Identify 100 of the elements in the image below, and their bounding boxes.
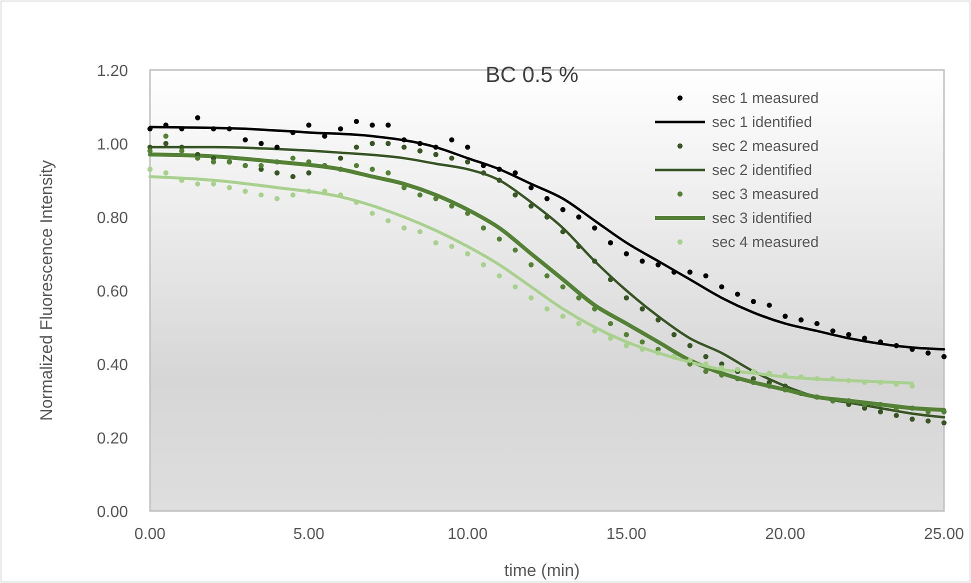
y-tick-label: 0.80 (96, 210, 128, 227)
point (608, 336, 614, 341)
point (941, 420, 947, 426)
point (687, 343, 693, 348)
y-tick-label: 1.00 (96, 136, 128, 154)
point (480, 225, 486, 231)
point (496, 166, 502, 172)
point (576, 295, 582, 300)
point (274, 170, 280, 176)
point (894, 343, 899, 348)
point (163, 134, 168, 139)
legend-label: sec 4 measured (712, 234, 819, 251)
point (766, 383, 772, 389)
point (719, 284, 724, 290)
point (560, 207, 566, 212)
point (656, 262, 661, 268)
point (226, 185, 232, 190)
x-tick-label: 20.00 (765, 526, 806, 543)
point (147, 126, 153, 132)
x-tick-label: 15.00 (606, 526, 647, 543)
legend-label: sec 1 measured (712, 90, 819, 107)
point (512, 170, 518, 176)
point (449, 203, 454, 209)
point (560, 314, 566, 319)
point (210, 181, 216, 187)
point (401, 144, 407, 150)
point (846, 378, 852, 384)
point (687, 270, 693, 275)
y-tick-label: 0.00 (96, 504, 128, 521)
point (703, 368, 708, 374)
point (449, 156, 454, 161)
point (274, 196, 280, 202)
point (576, 320, 582, 326)
point (290, 174, 296, 180)
point (465, 159, 470, 164)
point (750, 380, 756, 385)
point (830, 328, 836, 334)
point (163, 170, 168, 176)
point (179, 126, 184, 132)
point (465, 210, 470, 216)
y-tick-label: 0.60 (96, 284, 128, 300)
point (290, 130, 296, 136)
legend-label: sec 1 identified (712, 114, 812, 131)
point (417, 229, 423, 234)
point (878, 409, 884, 414)
point (496, 273, 502, 278)
point (814, 376, 820, 382)
point (433, 152, 438, 158)
point (656, 350, 661, 356)
x-tick-label: 10.00 (448, 526, 488, 543)
point (544, 306, 550, 312)
x-tick-label: 5.00 (293, 526, 324, 543)
point (417, 192, 423, 198)
point (512, 192, 518, 198)
point (465, 144, 470, 150)
point (640, 306, 645, 312)
point (306, 122, 312, 128)
point (640, 339, 645, 345)
point (354, 144, 360, 150)
point (195, 156, 200, 161)
point (417, 148, 423, 154)
point (656, 317, 661, 322)
point (624, 295, 629, 300)
point (528, 262, 534, 268)
point (449, 244, 454, 249)
point (338, 156, 344, 161)
point (608, 276, 614, 282)
point (528, 295, 534, 300)
point (846, 332, 852, 338)
point (465, 251, 470, 256)
point (433, 240, 438, 246)
point (258, 162, 264, 168)
point (370, 140, 375, 146)
point (703, 354, 708, 360)
point (449, 137, 454, 142)
point (496, 236, 502, 242)
chart-title: BC 0.5 % (486, 62, 578, 87)
point (926, 350, 931, 356)
point (734, 292, 740, 297)
legend-label: sec 2 measured (712, 138, 819, 155)
point (910, 406, 915, 411)
point (624, 251, 629, 256)
point (386, 122, 391, 128)
point (401, 137, 407, 142)
point (592, 258, 598, 264)
point (370, 210, 375, 216)
point (750, 298, 756, 304)
point (147, 148, 153, 154)
point (195, 181, 200, 187)
point (528, 203, 534, 209)
point (544, 196, 550, 202)
point (401, 185, 407, 190)
point (576, 244, 582, 249)
point (671, 270, 677, 275)
point (386, 170, 391, 176)
point (386, 218, 391, 224)
point (560, 284, 566, 290)
point (528, 185, 534, 190)
y-tick-label: 1.20 (96, 63, 128, 80)
point (258, 192, 264, 198)
